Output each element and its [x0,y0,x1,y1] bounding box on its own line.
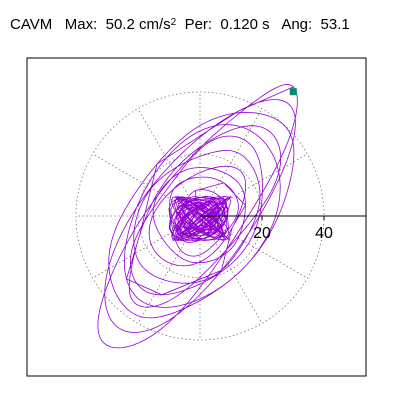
x-tick-label-40: 40 [315,225,333,242]
period-label: Per: [184,16,213,33]
max-marker [289,88,297,96]
max-label: Max: [64,16,98,33]
max-unit: cm/s [138,16,171,33]
orbit-trace-line [97,84,298,349]
component-name: CAVM [10,16,53,33]
max-marker-square [289,88,297,96]
chart-title: CAVM Max: 50.2 cm/s2 Per: 0.120 s Ang: 5… [10,16,350,33]
grid-spoke-300 [199,215,263,324]
period-value: 0.120 s [220,16,270,33]
max-unit-exponent: 2 [170,17,177,28]
x-axis: 20 40 [200,215,366,242]
x-tick-label-20: 20 [253,225,271,242]
plot-frame [26,57,367,377]
max-value: 50.2 [105,16,135,33]
angle-label: Ang: [281,16,313,33]
orbit-trace [97,84,298,349]
angle-value: 53.1 [320,16,350,33]
